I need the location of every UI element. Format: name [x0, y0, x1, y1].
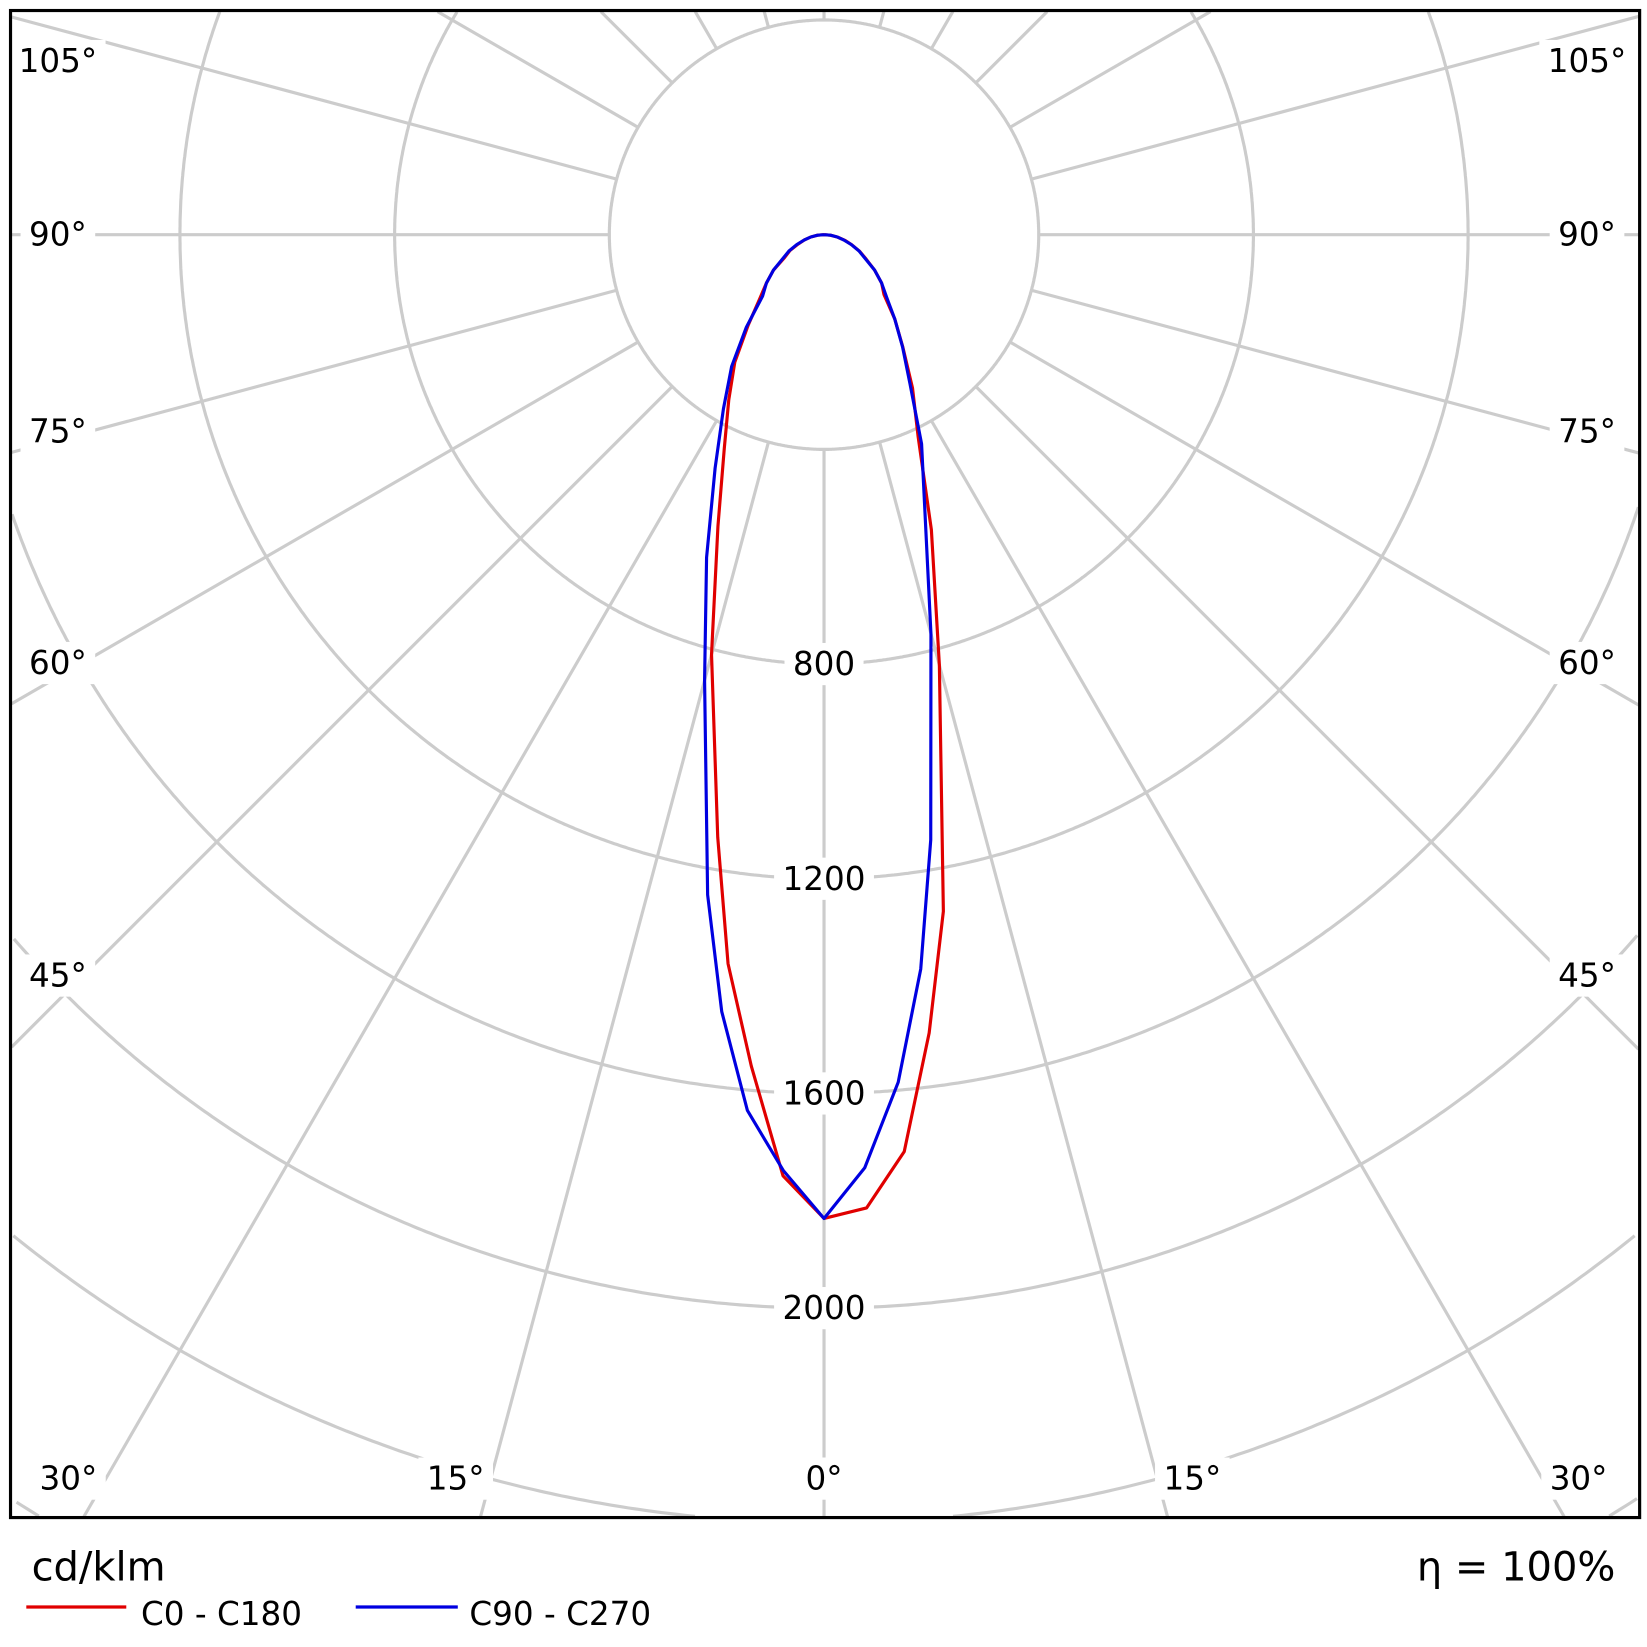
angle-label-left-1: 90° [29, 216, 87, 254]
angle-label-left-4: 45° [29, 957, 87, 995]
grid-spoke-150 [930, 10, 955, 50]
label-backing [797, 1457, 851, 1500]
angle-label-right-3: 60° [1558, 644, 1616, 682]
label-backing [20, 213, 96, 256]
grid-ring-2800 [15, 1497, 1638, 1518]
grid-spoke-225 [599, 10, 674, 84]
label-backing [1155, 1457, 1230, 1500]
grid-spoke-135 [974, 10, 1049, 84]
legend: C0 - C180 C90 - C270 [26, 1595, 651, 1633]
angle-label-0: 0° [805, 1460, 842, 1498]
angle-label-right-0: 15° [1163, 1460, 1221, 1498]
label-backing [1549, 641, 1625, 685]
grid-spoke-120 [1009, 10, 1212, 129]
grid-spoke-60 [1009, 340, 1640, 707]
axis-labels: 800 1200 1600 2000 105° 90° 75° 60° 45° 30° 15° 0° 1… [10, 39, 1635, 1500]
legend-label-c90-c270: C90 - C270 [469, 1595, 651, 1633]
radial-tick-label-800: 800 [793, 645, 855, 683]
polar-grid [10, 10, 1640, 1518]
label-backing [784, 642, 864, 686]
label-backing [1549, 410, 1625, 453]
label-backing [774, 1287, 874, 1330]
grid-spoke-105 [1030, 14, 1639, 181]
grid-spoke-165 [878, 11, 886, 28]
series-curve-c90-c270 [703, 233, 933, 1221]
efficiency-label: η = 100% [1417, 1545, 1616, 1591]
angle-label-left-2: 75° [29, 412, 87, 450]
label-backing [10, 39, 106, 83]
label-backing [20, 954, 96, 997]
grid-spoke-210 [693, 10, 719, 50]
angle-label-right-5: 90° [1558, 216, 1616, 254]
radial-tick-label-1200: 1200 [783, 860, 866, 898]
intensity-curves [703, 233, 945, 1221]
angle-label-right-4: 75° [1558, 412, 1616, 450]
grid-spoke-45 [974, 385, 1640, 1051]
label-backing [20, 641, 96, 685]
angle-label-right-6: 105° [1548, 42, 1627, 80]
grid-spoke-30 [930, 419, 1566, 1518]
label-backing [1549, 213, 1625, 256]
grid-spoke-330 [82, 419, 719, 1518]
grid-spoke-195 [762, 11, 770, 28]
radial-tick-label-1600: 1600 [783, 1074, 866, 1112]
label-backing [774, 1072, 874, 1115]
grid-ring-2000 [12, 934, 1639, 1310]
angle-label-left-0: 105° [19, 42, 98, 80]
grid-spoke-300 [10, 340, 639, 706]
label-backing [1541, 1457, 1616, 1500]
label-backing [1549, 954, 1625, 997]
grid-spoke-75 [1030, 288, 1639, 455]
legend-label-c0-c180: C0 - C180 [141, 1595, 302, 1633]
angle-label-left-3: 60° [29, 644, 87, 682]
label-backing [774, 857, 874, 900]
angle-label-left-6: 15° [427, 1460, 485, 1498]
angle-label-right-1: 30° [1550, 1460, 1608, 1498]
label-backing [418, 1457, 494, 1500]
angle-label-right-2: 45° [1558, 957, 1616, 995]
plot-frame [8, 8, 1642, 1520]
unit-label: cd/klm [32, 1545, 166, 1591]
grid-ring-800 [393, 11, 1255, 666]
angle-label-left-5: 30° [39, 1460, 97, 1498]
grid-spoke-315 [10, 385, 674, 1049]
grid-ring-1200 [178, 11, 1470, 881]
grid-spoke-240 [436, 10, 639, 129]
grid-spoke-285 [11, 288, 618, 454]
label-backing [20, 410, 96, 453]
grid-spoke-345 [479, 441, 770, 1517]
radial-tick-label-2000: 2000 [783, 1289, 866, 1327]
label-backing [31, 1457, 106, 1500]
grid-ring-2400 [12, 1234, 1636, 1518]
grid-spoke-15 [878, 441, 1170, 1517]
label-backing [1539, 39, 1635, 83]
grid-spoke-255 [11, 15, 618, 181]
